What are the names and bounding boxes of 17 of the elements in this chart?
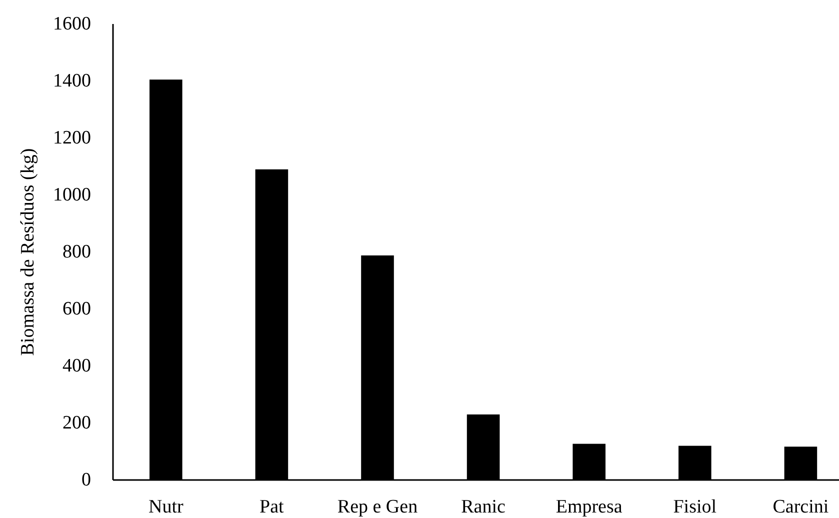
- y-tick-label: 400: [62, 356, 91, 376]
- x-tick-label: Ranic: [461, 496, 506, 518]
- y-tick-label: 1200: [53, 128, 91, 148]
- y-tick-label: 200: [62, 412, 91, 434]
- x-tick-label: Nutr: [148, 496, 184, 518]
- y-axis-title: Biomassa de Resíduos (kg): [18, 148, 38, 356]
- y-tick-label: 600: [62, 298, 91, 320]
- y-tick-label: 1600: [53, 14, 91, 34]
- x-tick-label: Pat: [260, 496, 285, 518]
- x-tick-label: Empresa: [556, 496, 623, 518]
- y-tick-label: 800: [62, 242, 91, 262]
- y-tick-label: 1000: [53, 184, 91, 206]
- x-tick-label: Fisiol: [673, 496, 717, 518]
- x-tick-label: Rep e Gen: [337, 496, 418, 518]
- y-tick-label: 0: [82, 470, 91, 490]
- y-tick-label: 1400: [53, 70, 91, 92]
- x-tick-label: Carcini: [772, 496, 829, 518]
